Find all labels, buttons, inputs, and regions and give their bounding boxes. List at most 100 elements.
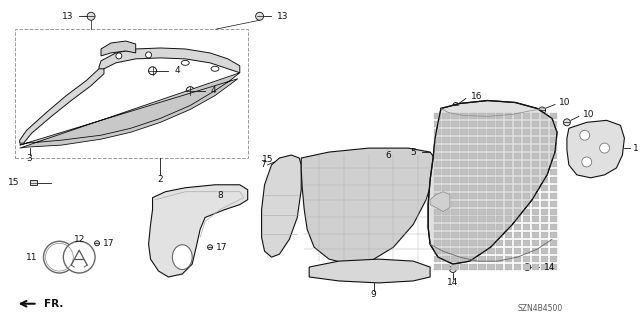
- Circle shape: [600, 143, 609, 153]
- Bar: [496, 217, 504, 222]
- Bar: [460, 256, 468, 262]
- Text: 12: 12: [74, 235, 85, 244]
- Polygon shape: [309, 259, 430, 283]
- Bar: [460, 201, 468, 207]
- Bar: [460, 153, 468, 159]
- Bar: [532, 248, 539, 254]
- Bar: [487, 232, 495, 238]
- Bar: [532, 217, 539, 222]
- Bar: [550, 185, 557, 191]
- Bar: [541, 169, 548, 175]
- Bar: [541, 193, 548, 199]
- Bar: [478, 209, 486, 214]
- Bar: [433, 225, 441, 230]
- Ellipse shape: [172, 245, 192, 270]
- Bar: [433, 232, 441, 238]
- Circle shape: [449, 266, 456, 272]
- Bar: [523, 169, 530, 175]
- Bar: [505, 193, 513, 199]
- Bar: [550, 248, 557, 254]
- Bar: [532, 137, 539, 143]
- Text: 6: 6: [385, 151, 391, 160]
- Circle shape: [524, 263, 531, 271]
- Polygon shape: [430, 192, 450, 211]
- Bar: [532, 114, 539, 119]
- Bar: [460, 232, 468, 238]
- Bar: [532, 169, 539, 175]
- Polygon shape: [428, 100, 557, 264]
- Bar: [514, 248, 522, 254]
- Bar: [442, 201, 450, 207]
- Bar: [460, 264, 468, 270]
- Bar: [469, 217, 477, 222]
- Bar: [469, 114, 477, 119]
- Bar: [550, 232, 557, 238]
- Bar: [514, 161, 522, 167]
- Bar: [541, 256, 548, 262]
- Text: 10: 10: [583, 110, 595, 119]
- Bar: [496, 193, 504, 199]
- Bar: [478, 256, 486, 262]
- Bar: [460, 137, 468, 143]
- Bar: [478, 248, 486, 254]
- Bar: [442, 129, 450, 135]
- Bar: [532, 232, 539, 238]
- Bar: [469, 137, 477, 143]
- Bar: [433, 145, 441, 151]
- Bar: [442, 264, 450, 270]
- Bar: [514, 225, 522, 230]
- Bar: [460, 217, 468, 222]
- Bar: [451, 137, 459, 143]
- Bar: [496, 161, 504, 167]
- Ellipse shape: [63, 241, 95, 273]
- Bar: [442, 177, 450, 183]
- Bar: [550, 161, 557, 167]
- Bar: [505, 145, 513, 151]
- Bar: [460, 240, 468, 246]
- Bar: [451, 248, 459, 254]
- Bar: [433, 129, 441, 135]
- Bar: [523, 129, 530, 135]
- Bar: [532, 177, 539, 183]
- Bar: [284, 160, 291, 166]
- Bar: [496, 264, 504, 270]
- Bar: [523, 264, 530, 270]
- Bar: [487, 264, 495, 270]
- Bar: [469, 248, 477, 254]
- Polygon shape: [20, 73, 240, 148]
- Bar: [541, 114, 548, 119]
- Bar: [433, 153, 441, 159]
- Bar: [469, 240, 477, 246]
- Bar: [541, 248, 548, 254]
- Bar: [496, 185, 504, 191]
- Bar: [433, 185, 441, 191]
- Bar: [30, 180, 37, 185]
- Bar: [541, 232, 548, 238]
- Polygon shape: [99, 48, 240, 73]
- Bar: [505, 114, 513, 119]
- Circle shape: [116, 53, 122, 59]
- Bar: [469, 201, 477, 207]
- Bar: [541, 240, 548, 246]
- Bar: [487, 256, 495, 262]
- Bar: [550, 264, 557, 270]
- Bar: [514, 129, 522, 135]
- Bar: [532, 121, 539, 127]
- Bar: [496, 177, 504, 183]
- Bar: [505, 217, 513, 222]
- Bar: [550, 137, 557, 143]
- Text: 7: 7: [260, 160, 266, 169]
- Bar: [505, 185, 513, 191]
- Bar: [505, 248, 513, 254]
- Bar: [442, 209, 450, 214]
- Bar: [442, 121, 450, 127]
- Bar: [487, 129, 495, 135]
- Text: 10: 10: [559, 98, 570, 107]
- Bar: [451, 114, 459, 119]
- Text: FR.: FR.: [44, 299, 63, 309]
- Text: 13: 13: [61, 12, 73, 21]
- Bar: [469, 209, 477, 214]
- Text: SZN4B4500: SZN4B4500: [517, 304, 563, 313]
- Bar: [496, 256, 504, 262]
- Polygon shape: [301, 148, 436, 264]
